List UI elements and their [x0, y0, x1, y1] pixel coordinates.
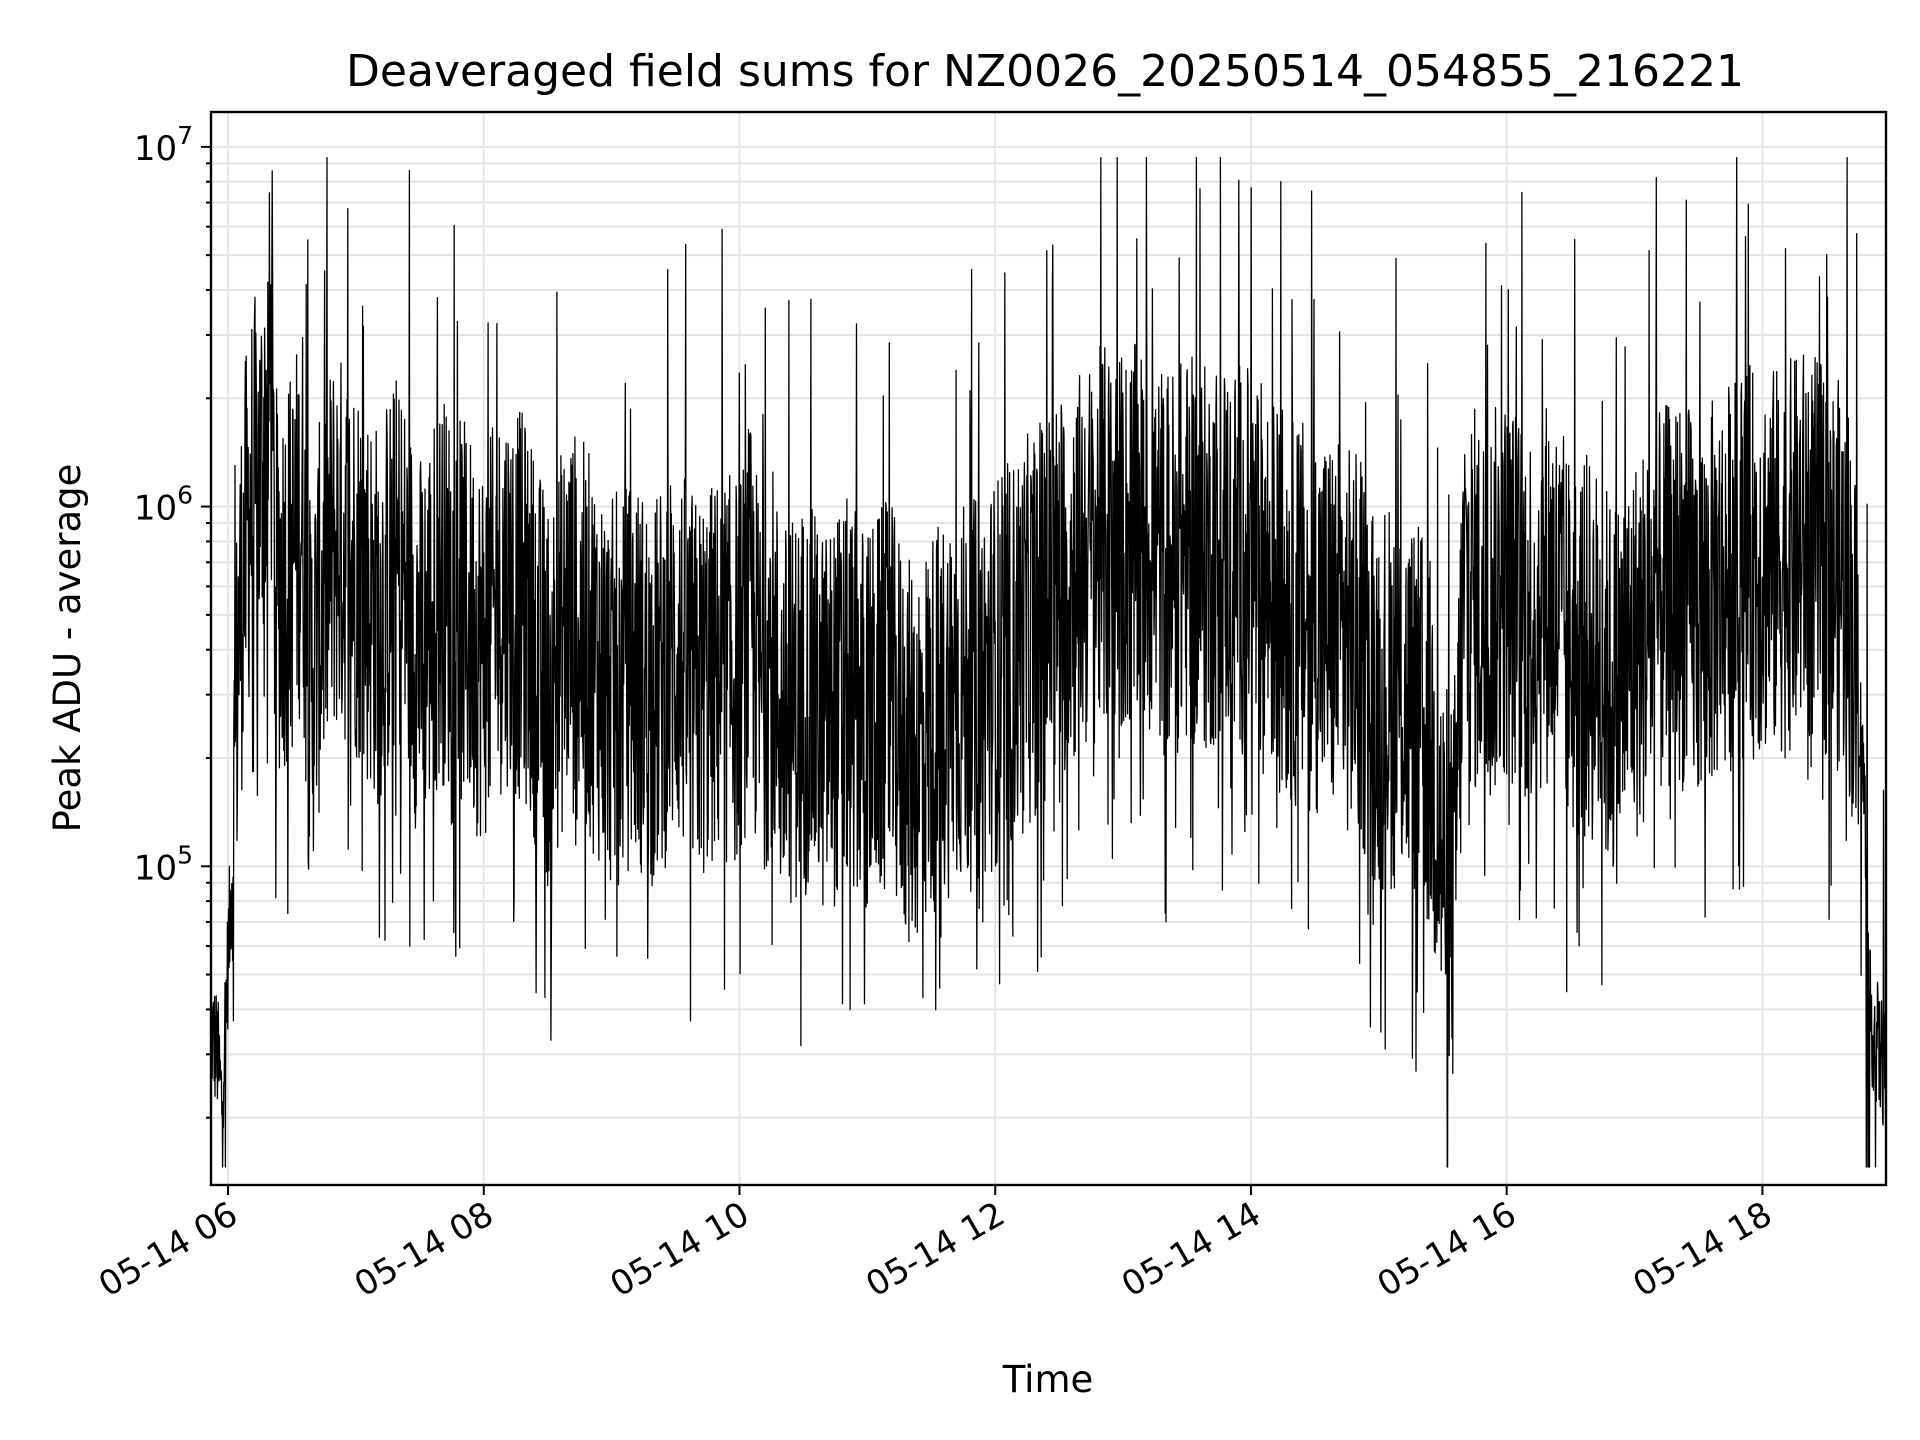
- x-tick-label: 05-14 08: [348, 1194, 500, 1305]
- x-tick-label: 05-14 14: [1115, 1194, 1267, 1305]
- x-tick-label: 05-14 18: [1627, 1194, 1779, 1305]
- y-tick-label: 105: [134, 840, 193, 888]
- x-tick-label: 05-14 16: [1371, 1194, 1523, 1305]
- x-axis-label: Time: [1002, 1358, 1094, 1401]
- x-tick-label: 05-14 06: [92, 1194, 244, 1305]
- y-axis-label: Peak ADU - average: [46, 464, 89, 833]
- y-tick-label-base: 10: [134, 848, 177, 888]
- x-axis: 05-14 06 05-14 08 05-14 10 05-14 12 05-14 14…: [92, 1185, 1779, 1305]
- y-tick-label-base: 10: [134, 129, 177, 169]
- y-tick-label: 106: [134, 481, 193, 529]
- series-layer: [210, 157, 1887, 1168]
- y-tick-label-exponent: 6: [177, 481, 193, 510]
- y-tick-label: 107: [134, 121, 193, 169]
- x-tick-label: 05-14 12: [859, 1194, 1011, 1305]
- chart-title: Deaveraged field sums for NZ0026_2025051…: [346, 46, 1744, 97]
- y-tick-label-base: 10: [134, 489, 177, 529]
- y-tick-label-exponent: 5: [177, 840, 193, 869]
- plot-frame: [209, 110, 1888, 1187]
- series-line: [210, 157, 1887, 1168]
- y-tick-label-exponent: 7: [177, 121, 193, 150]
- x-tick-label: 05-14 10: [604, 1194, 756, 1305]
